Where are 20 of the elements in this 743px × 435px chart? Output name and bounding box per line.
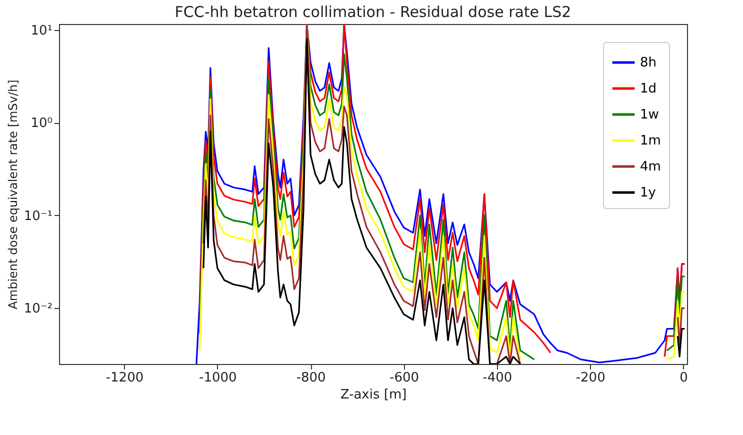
chart-title: FCC-hh betatron collimation - Residual dose rate LS2 (174, 2, 572, 21)
x-tick-label: -1200 (106, 370, 144, 386)
y-axis-title: Ambient dose equivalent rate [mSv/h] (6, 80, 20, 310)
legend-label: 1w (640, 108, 660, 122)
legend-label: 8h (640, 56, 657, 70)
y-tick-label: 10¹ (30, 23, 52, 38)
x-tick-label: 0 (680, 370, 688, 386)
x-tick-label: -400 (482, 370, 512, 386)
x-tick-label: -800 (296, 370, 326, 386)
x-tick-label: -200 (576, 370, 606, 386)
y-tick-label: 10⁻¹ (24, 208, 52, 224)
legend-label: 1m (640, 134, 661, 148)
x-tick-label: -600 (389, 370, 420, 386)
legend-label: 1d (640, 82, 657, 96)
x-tick-label: -1000 (199, 370, 237, 386)
y-tick-label: 10⁻² (24, 302, 52, 317)
y-tick-label: 10⁰ (30, 116, 52, 132)
x-axis-title: Z-axis [m] (340, 388, 407, 402)
legend-label: 4m (640, 160, 661, 174)
legend-label: 1y (640, 186, 656, 200)
